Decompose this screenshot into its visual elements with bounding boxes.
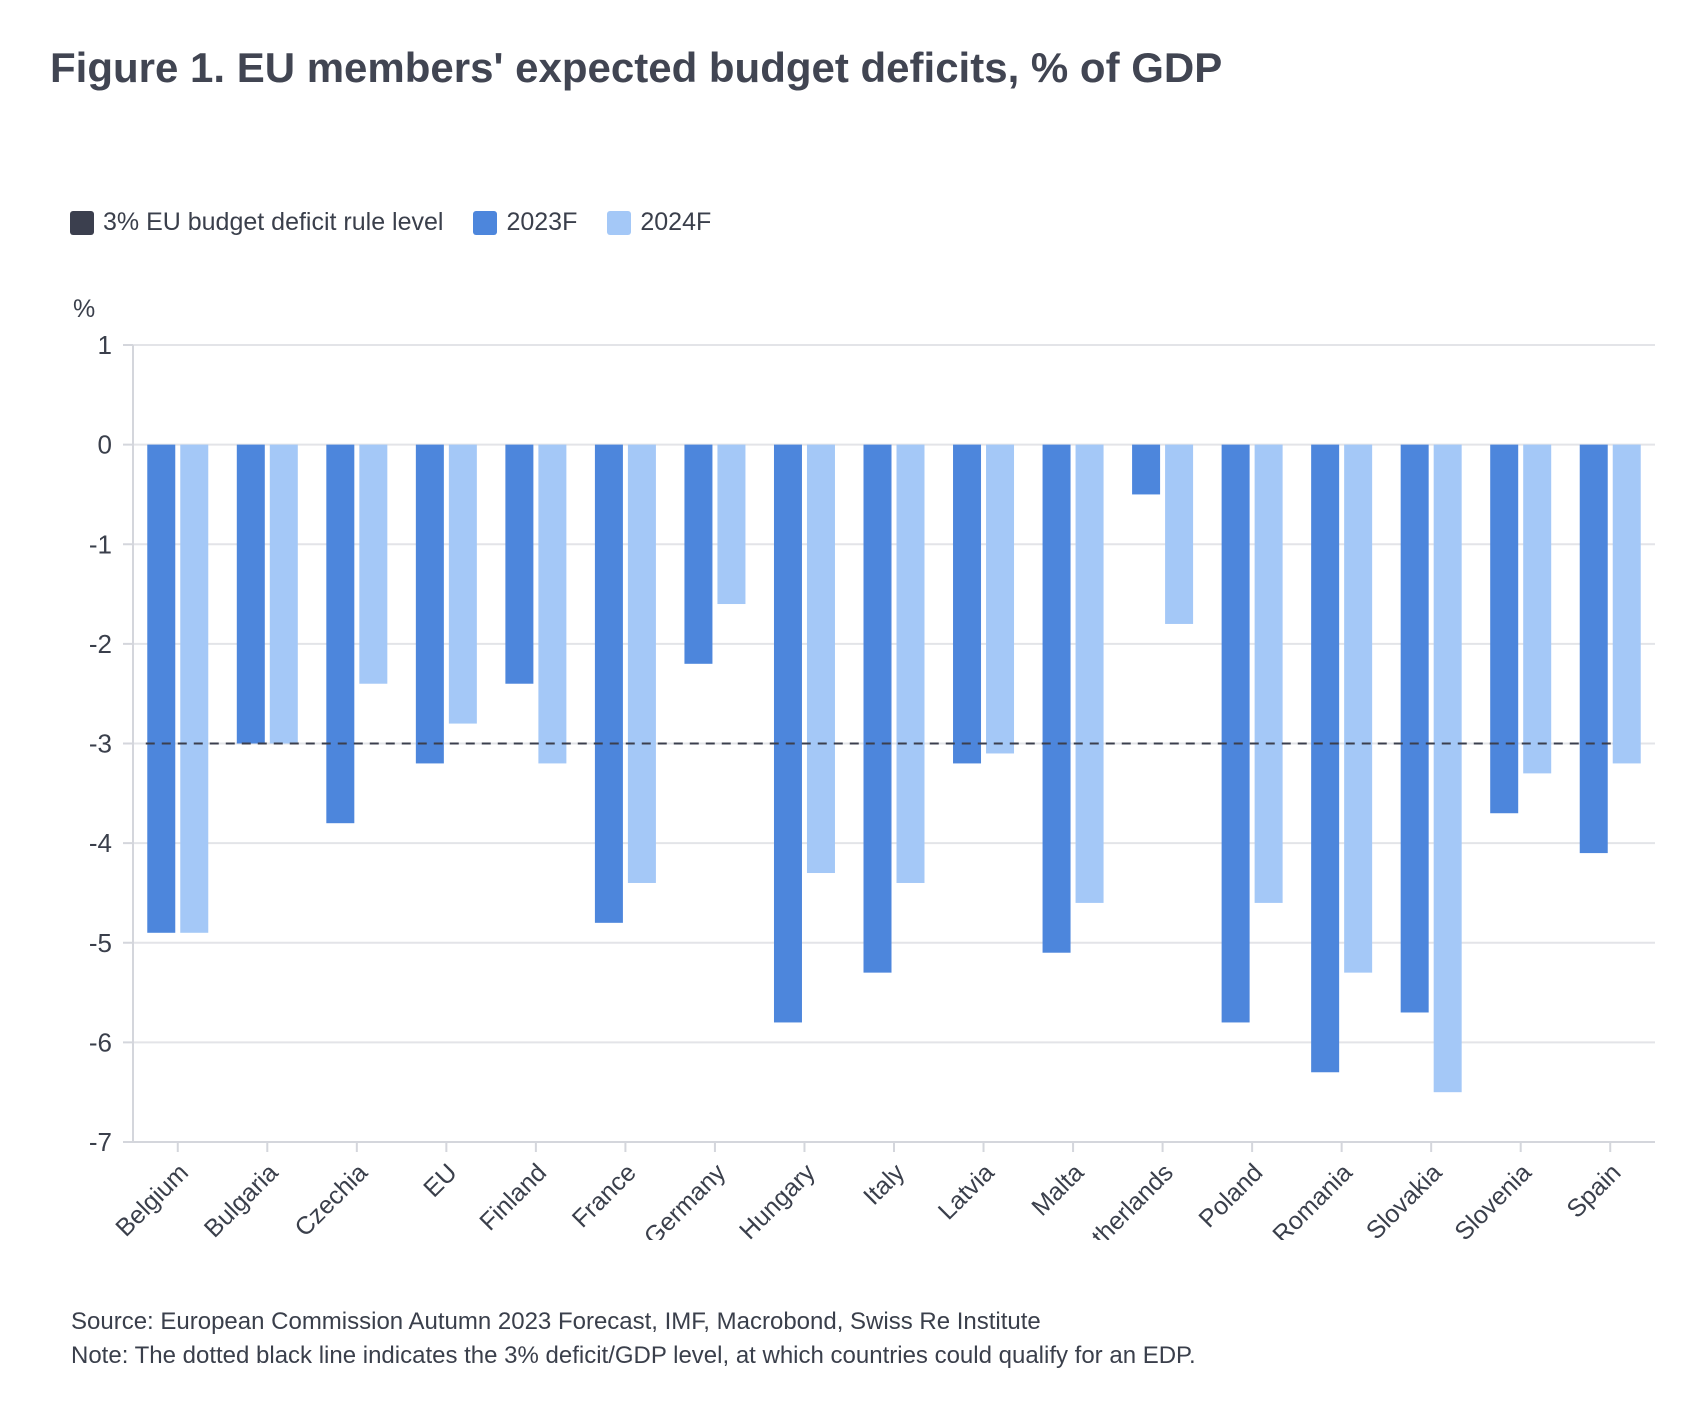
footer: Source: European Commission Autumn 2023 …: [71, 1305, 1196, 1373]
bar-chart: 1 0 -1 -2 -3 -4 -5 -6 -7% Belgium Bulgaria Czechia E…: [73, 295, 1655, 1240]
bar-2023f-czechia: [326, 444, 355, 824]
bar-2024f-latvia: [986, 444, 1015, 754]
bar-2023f-spain: [1579, 444, 1608, 854]
bar-2024f-hungary: [806, 444, 835, 874]
bar-2024f-malta: [1075, 444, 1104, 903]
x-tick-label: Bulgaria: [199, 1158, 284, 1240]
bar-2024f-eu: [448, 444, 477, 724]
x-tick-label: Hungary: [734, 1158, 821, 1240]
y-tick-label: -3: [89, 729, 112, 759]
legend-label-2024f: 2024F: [640, 208, 712, 236]
x-tick-label: Slovenia: [1449, 1158, 1537, 1240]
legend: 3% EU budget deficit rule level 2023F 20…: [70, 208, 741, 237]
x-tick-label: Latvia: [933, 1158, 1000, 1225]
y-tick-label: -5: [89, 928, 112, 958]
legend-swatch-2023f: [473, 210, 498, 235]
x-tick-label: Romania: [1267, 1158, 1358, 1240]
bar-2023f-germany: [684, 444, 713, 664]
bar-2024f-netherlands: [1165, 444, 1194, 624]
x-tick-label: EU: [418, 1158, 462, 1202]
bar-2023f-hungary: [773, 444, 802, 1023]
bar-2023f-finland: [505, 444, 534, 684]
y-axis-label: %: [73, 295, 95, 323]
bar-2024f-germany: [717, 444, 746, 605]
bar-2024f-slovakia: [1433, 444, 1462, 1093]
x-tick-label: Italy: [858, 1158, 911, 1211]
y-tick-label: -7: [89, 1127, 112, 1157]
x-tick-label: Poland: [1194, 1158, 1269, 1233]
bar-2024f-france: [627, 444, 656, 883]
bar-2023f-belgium: [147, 444, 176, 933]
x-tick-label: Spain: [1561, 1158, 1626, 1223]
bar-2023f-latvia: [953, 444, 982, 764]
y-tick-label: -2: [89, 629, 112, 659]
bar-2024f-belgium: [180, 444, 209, 933]
x-tick-label: Germany: [639, 1158, 732, 1240]
x-tick-label: France: [567, 1158, 642, 1233]
x-tick-label: Belgium: [110, 1158, 194, 1240]
bar-2024f-bulgaria: [269, 444, 298, 744]
bar-2023f-slovakia: [1400, 444, 1429, 1013]
bar-2024f-slovenia: [1523, 444, 1552, 774]
bar-2023f-bulgaria: [236, 444, 265, 744]
bar-2024f-spain: [1612, 444, 1641, 764]
bar-2024f-czechia: [359, 444, 388, 684]
y-tick-label: 1: [98, 330, 112, 360]
x-tick-label: Slovakia: [1361, 1158, 1448, 1240]
legend-item-rule: 3% EU budget deficit rule level: [70, 208, 443, 237]
bar-2024f-poland: [1254, 444, 1283, 903]
chart-title: Figure 1. EU members' expected budget de…: [50, 44, 1223, 91]
bar-2023f-netherlands: [1132, 444, 1161, 495]
bar-2023f-malta: [1042, 444, 1071, 953]
legend-item-2023f: 2023F: [473, 208, 577, 237]
bar-2023f-slovenia: [1490, 444, 1519, 814]
bar-2024f-italy: [896, 444, 925, 883]
y-tick-label: 0: [98, 430, 112, 460]
bar-2023f-france: [594, 444, 623, 923]
legend-label-rule: 3% EU budget deficit rule level: [103, 208, 444, 236]
source-text: Source: European Commission Autumn 2023 …: [71, 1308, 1041, 1335]
legend-item-2024f: 2024F: [607, 208, 711, 237]
bar-2023f-eu: [415, 444, 444, 764]
x-tick-label: Malta: [1026, 1158, 1089, 1221]
bar-2023f-romania: [1311, 444, 1340, 1073]
bar-2023f-poland: [1221, 444, 1250, 1023]
legend-swatch-rule: [70, 210, 94, 235]
legend-label-2023f: 2023F: [506, 208, 578, 236]
x-tick-label: Czechia: [289, 1158, 373, 1240]
bar-2024f-finland: [538, 444, 567, 764]
y-tick-label: -4: [89, 828, 112, 858]
bar-2024f-romania: [1344, 444, 1373, 973]
legend-swatch-2024f: [607, 210, 632, 235]
bar-2023f-italy: [863, 444, 892, 973]
note-text: Note: The dotted black line indicates th…: [71, 1342, 1196, 1369]
x-tick-label: Finland: [474, 1158, 552, 1236]
y-tick-label: -1: [89, 529, 112, 559]
y-tick-label: -6: [89, 1027, 112, 1057]
